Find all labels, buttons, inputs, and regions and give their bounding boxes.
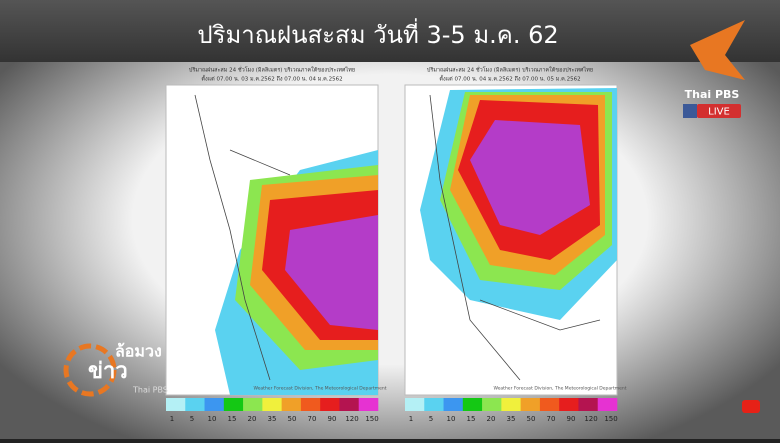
legend-swatch — [358, 398, 379, 411]
legend-label: 35 — [507, 415, 516, 423]
legend-label: 5 — [190, 415, 194, 423]
legend-label: 150 — [365, 415, 378, 423]
legend-label: 50 — [527, 415, 536, 423]
legend-swatch — [559, 398, 579, 411]
credit: Weather Forecast Division, The Meteorolo… — [493, 386, 626, 392]
caption: ปริมาณฝนสะสม 24 ชั่วโมง (มิลลิเมตร) บริเ… — [189, 66, 355, 74]
caption: ตั้งแต่ 07.00 น. 04 ม.ค.2562 ถึง 07.00 น… — [439, 75, 580, 83]
legend-swatch — [520, 398, 541, 411]
legend-swatch — [185, 398, 205, 411]
legend-label: 70 — [547, 415, 556, 423]
brand: Thai PBS — [685, 88, 740, 101]
legend-swatch — [339, 398, 360, 411]
show-logo: ล้อมวง ข่าว Thai PBS — [63, 342, 168, 397]
legend-label: 1 — [170, 415, 174, 423]
caption: ปริมาณฝนสะสม 24 ชั่วโมง (มิลลิเมตร) บริเ… — [427, 66, 593, 74]
legend-swatch — [223, 398, 244, 411]
legend-swatch — [501, 398, 521, 411]
legend-label: 15 — [467, 415, 476, 423]
legend-swatch — [300, 398, 321, 411]
legend-swatch — [204, 398, 225, 411]
legend-label: 90 — [328, 415, 337, 423]
legend-swatch — [443, 398, 464, 411]
legend-swatch — [243, 398, 263, 411]
legend-label: 10 — [447, 415, 456, 423]
youtube-icon — [742, 400, 760, 413]
legend-label: 20 — [487, 415, 496, 423]
legend-label: 15 — [228, 415, 237, 423]
title: ปริมาณฝนสะสม วันที่ 3-5 ม.ค. 62 — [197, 18, 558, 49]
legend-swatch — [597, 398, 618, 411]
legend-label: 150 — [604, 415, 617, 423]
credit: Weather Forecast Division, The Meteorolo… — [253, 386, 386, 392]
legend-swatch — [405, 398, 425, 411]
legend-label: 5 — [429, 415, 433, 423]
legend-label: 20 — [248, 415, 257, 423]
show-name: ข่าว — [88, 359, 128, 384]
show-brand: Thai PBS — [132, 386, 168, 395]
legend-swatch — [462, 398, 483, 411]
legend-label: 120 — [345, 415, 358, 423]
legend-label: 70 — [308, 415, 317, 423]
show-name: ล้อมวง — [115, 342, 162, 361]
map-left — [165, 84, 379, 396]
legend-label: 35 — [268, 415, 277, 423]
legend-swatch — [281, 398, 302, 411]
legend-swatch — [166, 398, 186, 411]
legend-swatch — [262, 398, 282, 411]
legend-label: 10 — [208, 415, 217, 423]
live-badge: LIVE — [708, 107, 730, 118]
legend-swatch — [539, 398, 560, 411]
legend-label: 120 — [584, 415, 597, 423]
legend-label: 1 — [409, 415, 413, 423]
legend-swatch — [424, 398, 444, 411]
legend-label: 50 — [288, 415, 297, 423]
legend-label: 90 — [567, 415, 576, 423]
map-right — [404, 84, 618, 396]
thai-pbs-logo: Thai PBS LIVE — [683, 20, 745, 118]
legend-swatch — [482, 398, 502, 411]
title-bar — [0, 0, 780, 62]
caption: ตั้งแต่ 07.00 น. 03 ม.ค.2562 ถึง 07.00 น… — [201, 75, 342, 83]
legend-swatch — [320, 398, 340, 411]
legend-swatch — [578, 398, 599, 411]
